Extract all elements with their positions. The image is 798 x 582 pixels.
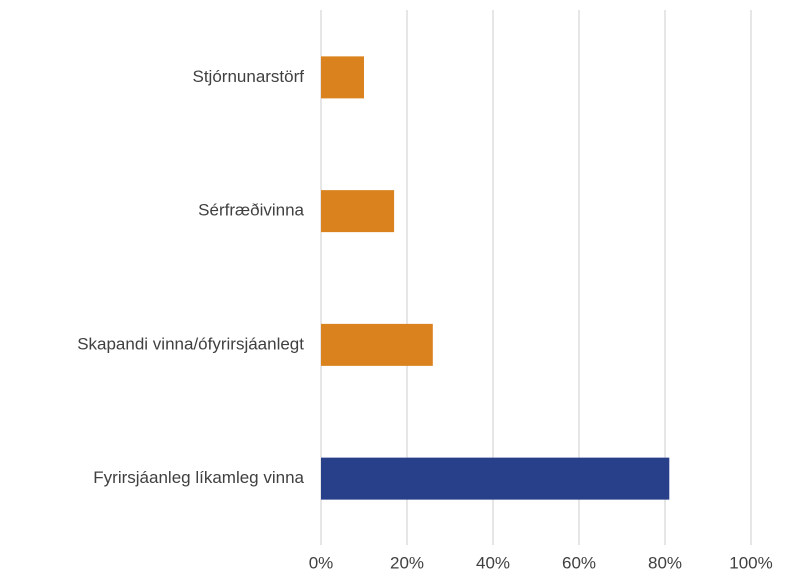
x-tick-label: 20% xyxy=(390,553,424,572)
bar xyxy=(321,457,670,500)
x-tick-label: 60% xyxy=(562,553,596,572)
bar xyxy=(321,323,433,366)
y-tick-label: Sérfræðivinna xyxy=(198,201,304,220)
bar xyxy=(321,56,364,99)
y-tick-label: Fyrirsjáanleg líkamleg vinna xyxy=(93,468,304,487)
x-tick-label: 80% xyxy=(648,553,682,572)
y-tick-label: Skapandi vinna/ófyrirsjáanlegt xyxy=(77,334,304,353)
x-tick-label: 0% xyxy=(309,553,334,572)
bar xyxy=(321,190,395,233)
y-tick-label: Stjórnunarstörf xyxy=(193,67,305,86)
x-tick-label: 40% xyxy=(476,553,510,572)
x-tick-label: 100% xyxy=(729,553,772,572)
